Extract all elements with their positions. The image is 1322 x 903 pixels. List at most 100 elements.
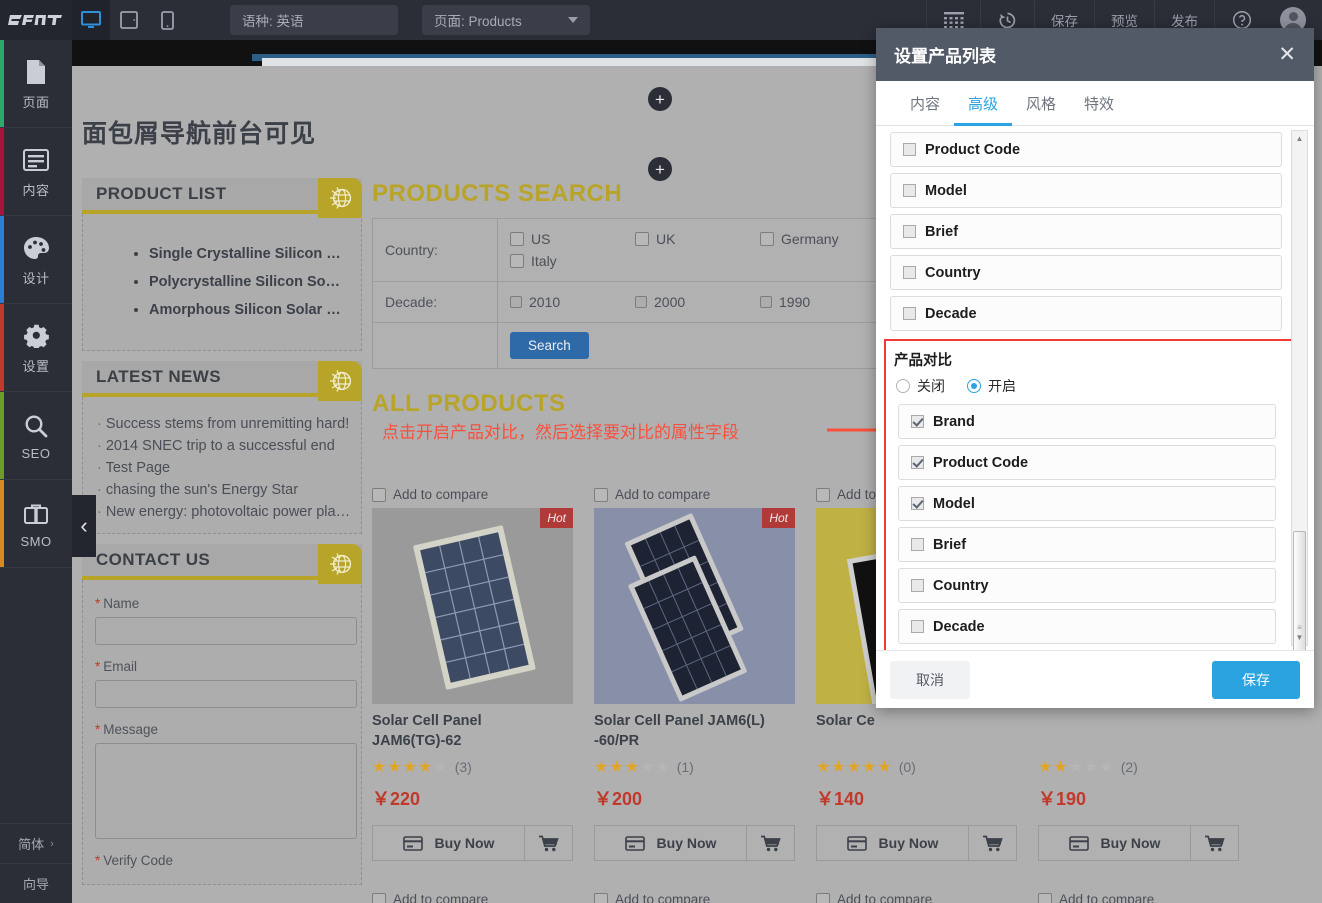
scrollbar-thumb[interactable]: ≡: [1293, 531, 1306, 650]
sidebar-item-content[interactable]: 内容: [0, 128, 72, 216]
compare-label: Add to compare: [393, 892, 489, 903]
field-brief[interactable]: Brief: [890, 214, 1282, 249]
compare-field-country[interactable]: Country: [898, 568, 1276, 603]
history-button[interactable]: [980, 0, 1034, 40]
sidebar-item-seo[interactable]: SEO: [0, 392, 72, 480]
page-value: 页面: Products: [434, 14, 522, 29]
buy-now-button[interactable]: Buy Now: [817, 826, 968, 860]
field-model[interactable]: Model: [890, 173, 1282, 208]
compare-field-model[interactable]: Model: [898, 486, 1276, 521]
sidebar-item-smo[interactable]: SMO: [0, 480, 72, 568]
field-product-code[interactable]: Product Code: [890, 132, 1282, 167]
list-item[interactable]: New energy: photovoltaic power pla…: [87, 501, 357, 523]
close-icon[interactable]: ✕: [1278, 43, 1296, 66]
add-to-cart-button[interactable]: [524, 826, 572, 860]
email-input[interactable]: [95, 680, 357, 708]
tab-content[interactable]: 内容: [910, 96, 941, 113]
list-item[interactable]: Success stems from unremitting hard!: [87, 413, 357, 435]
product-name[interactable]: [1038, 712, 1239, 752]
product-name[interactable]: Solar Cell Panel JAM6(TG)-62: [372, 713, 482, 749]
product-name[interactable]: Solar Cell Panel JAM6(L) -60/PR: [594, 713, 765, 749]
compare-radio-off[interactable]: 关闭: [896, 376, 945, 396]
widget-latest-news: LATEST NEWS Success stems from unremitti…: [82, 361, 362, 534]
checkbox-icon-checked: [911, 497, 924, 510]
add-section-button-top[interactable]: +: [648, 87, 672, 111]
dialog-scrollbar[interactable]: ▲ ≡ ▼: [1291, 130, 1308, 650]
grid-button[interactable]: [926, 0, 980, 40]
decade-checkbox-1990[interactable]: 1990: [760, 294, 885, 310]
add-to-compare-checkbox[interactable]: Add to compare: [372, 487, 573, 502]
page-selector[interactable]: 页面: Products: [422, 5, 590, 35]
device-preview-switch: [72, 0, 186, 40]
list-item[interactable]: Single Crystalline Silicon …: [149, 240, 357, 268]
content-icon: [23, 145, 49, 175]
sidebar-locale-button[interactable]: 简体 ›: [0, 823, 72, 863]
device-desktop-button[interactable]: [72, 0, 110, 40]
list-item[interactable]: 2014 SNEC trip to a successful end: [87, 435, 357, 457]
list-item[interactable]: chasing the sun's Energy Star: [87, 479, 357, 501]
card-icon: [1068, 835, 1089, 851]
sidebar-item-label: 设置: [22, 358, 50, 374]
add-section-button-second[interactable]: +: [648, 157, 672, 181]
option-label: Italy: [531, 253, 557, 269]
tab-advanced[interactable]: 高级: [954, 81, 1013, 126]
country-checkbox-germany[interactable]: Germany: [760, 231, 885, 247]
device-mobile-button[interactable]: [148, 0, 186, 40]
scroll-down-icon[interactable]: ▼: [1295, 633, 1304, 642]
preview-button[interactable]: 预览: [1094, 0, 1154, 40]
add-to-compare-checkbox[interactable]: Add to compare: [594, 892, 795, 903]
sidebar-item-design[interactable]: 设计: [0, 216, 72, 304]
buy-now-button[interactable]: Buy Now: [1039, 826, 1190, 860]
search-button[interactable]: Search: [510, 332, 589, 359]
checkbox-icon: [594, 892, 608, 903]
decade-checkbox-2010[interactable]: 2010: [510, 294, 635, 310]
required-mark: *: [95, 659, 101, 674]
page-icon: [25, 57, 47, 87]
sidebar-wizard-label: 向导: [22, 877, 49, 892]
compare-radio-on[interactable]: 开启: [967, 376, 1016, 396]
add-to-cart-button[interactable]: [746, 826, 794, 860]
buy-now-button[interactable]: Buy Now: [373, 826, 524, 860]
country-checkbox-uk[interactable]: UK: [635, 231, 760, 247]
checkbox-icon-checked: [911, 415, 924, 428]
sidebar-wizard-button[interactable]: 向导: [0, 863, 72, 903]
product-image[interactable]: Hot: [372, 508, 573, 704]
device-tablet-button[interactable]: [110, 0, 148, 40]
compare-field-decade[interactable]: Decade: [898, 609, 1276, 644]
tab-style[interactable]: 风格: [1026, 96, 1057, 113]
save-button[interactable]: 保存: [1034, 0, 1094, 40]
message-textarea[interactable]: [95, 743, 357, 839]
language-selector[interactable]: 语种: 英语: [230, 5, 398, 35]
list-item[interactable]: Polycrystalline Silicon So…: [149, 268, 357, 296]
add-to-compare-checkbox[interactable]: Add to compare: [1038, 892, 1239, 903]
tab-effects[interactable]: 特效: [1084, 96, 1115, 113]
product-image[interactable]: Hot: [594, 508, 795, 704]
add-to-cart-button[interactable]: [968, 826, 1016, 860]
add-to-compare-checkbox[interactable]: Add to compare: [816, 892, 1017, 903]
decade-checkbox-2000[interactable]: 2000: [635, 294, 760, 310]
app-logo[interactable]: [0, 0, 72, 40]
cancel-button[interactable]: 取消: [890, 660, 970, 699]
widget-header: LATEST NEWS: [82, 361, 362, 401]
country-checkbox-us[interactable]: US: [510, 231, 635, 247]
field-country[interactable]: Country: [890, 255, 1282, 290]
sidebar-item-pages[interactable]: 页面: [0, 40, 72, 128]
sidebar-item-settings[interactable]: 设置: [0, 304, 72, 392]
list-item[interactable]: Test Page: [87, 457, 357, 479]
add-to-compare-checkbox[interactable]: Add to compare: [372, 892, 573, 903]
scroll-up-icon[interactable]: ▲: [1295, 134, 1304, 143]
panel-collapse-handle[interactable]: ‹: [72, 495, 96, 557]
compare-field-brief[interactable]: Brief: [898, 527, 1276, 562]
list-item[interactable]: Amorphous Silicon Solar …: [149, 296, 357, 324]
compare-field-brand[interactable]: Brand: [898, 404, 1276, 439]
add-to-cart-button[interactable]: [1190, 826, 1238, 860]
save-button[interactable]: 保存: [1212, 660, 1300, 699]
add-to-compare-checkbox[interactable]: Add to compare: [594, 487, 795, 502]
buy-now-button[interactable]: Buy Now: [595, 826, 746, 860]
publish-button[interactable]: 发布: [1154, 0, 1214, 40]
country-checkbox-italy[interactable]: Italy: [510, 253, 635, 269]
product-name[interactable]: Solar Ce: [816, 713, 875, 729]
compare-field-product-code[interactable]: Product Code: [898, 445, 1276, 480]
name-input[interactable]: [95, 617, 357, 645]
field-decade[interactable]: Decade: [890, 296, 1282, 331]
